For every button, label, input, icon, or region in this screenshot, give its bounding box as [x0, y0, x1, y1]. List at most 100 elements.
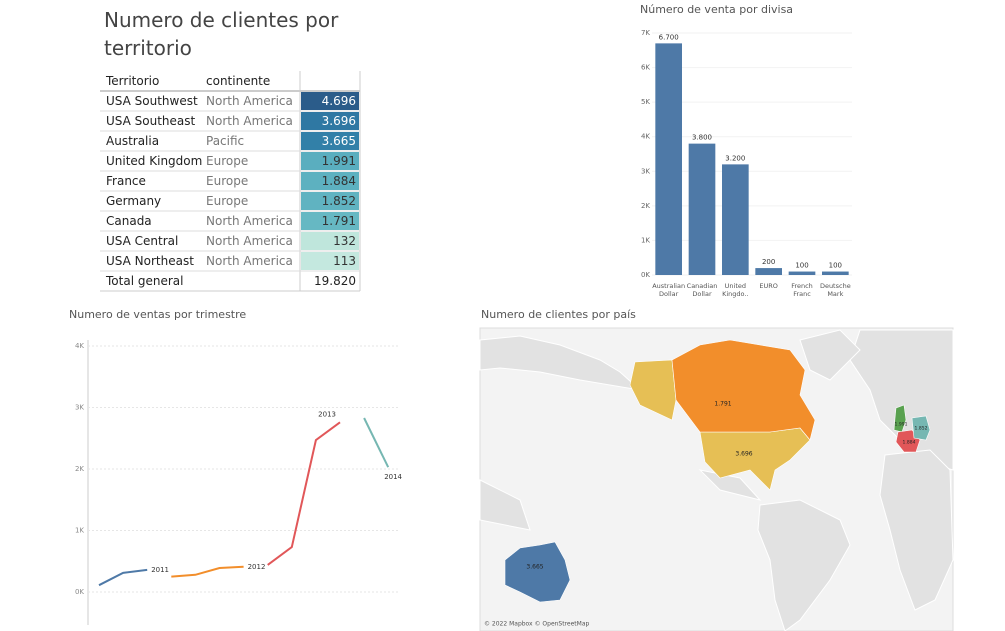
chart-title: Numero de ventas por trimestre [69, 308, 247, 321]
value-text: 1.791 [321, 214, 356, 228]
y-tick-label: 5K [641, 98, 650, 106]
value-text: 3.696 [321, 114, 356, 128]
value-text: 1.991 [321, 154, 356, 168]
value-cell [301, 232, 359, 250]
y-tick-label: 4K [641, 133, 650, 141]
region-label: 3.696 [735, 451, 752, 458]
territory-cell: United Kingdom [106, 154, 203, 168]
region-label: 1.852 [915, 426, 928, 432]
region-label: 1.791 [714, 401, 731, 408]
value-cell [301, 132, 359, 150]
continent-cell: Europe [206, 194, 249, 208]
y-tick-label: 3K [75, 404, 84, 412]
map-attribution: © 2022 Mapbox © OpenStreetMap [484, 621, 590, 628]
value-label: 100 [795, 262, 808, 270]
value-label: 200 [762, 258, 775, 266]
land [799, 329, 861, 381]
bar [655, 43, 682, 275]
value-label: 3.200 [725, 154, 745, 162]
value-cell [301, 172, 359, 190]
line [363, 417, 390, 468]
continent-cell: North America [206, 214, 293, 228]
value-label: 3.800 [692, 134, 712, 142]
value-text: 113 [333, 254, 356, 268]
series-label: 2014 [384, 473, 402, 481]
y-tick-label: 1K [75, 527, 84, 535]
x-tick-label: United Kingdo.. [722, 282, 749, 298]
series-label: 2012 [248, 563, 266, 571]
value-cell [301, 152, 359, 170]
series-label: 2013 [318, 410, 336, 418]
line [171, 565, 244, 578]
y-tick-label: 1K [641, 236, 650, 244]
continent-cell: North America [206, 114, 293, 128]
value-text: 3.665 [321, 134, 356, 148]
x-tick-label: EURO [759, 282, 778, 290]
australia-shape [504, 541, 571, 603]
region-label: 1.884 [903, 440, 916, 446]
x-tick-label: Australian Dollar [652, 282, 686, 298]
bar [722, 164, 749, 275]
continent-cell: Europe [206, 174, 249, 188]
territory-cell: USA Southwest [106, 94, 198, 108]
y-tick-label: 0K [75, 588, 84, 596]
line [267, 421, 341, 566]
value-text: 132 [333, 234, 356, 248]
y-tick-label: 7K [641, 29, 650, 37]
land [879, 449, 954, 611]
germany-shape [911, 415, 931, 441]
land [698, 469, 762, 501]
land [757, 499, 851, 631]
x-tick-label: French Franc [791, 282, 813, 298]
region-label: 3.665 [526, 564, 543, 571]
territory-cell: Germany [106, 194, 162, 208]
territory-cell: France [106, 174, 146, 188]
total-value: 19.820 [314, 274, 356, 288]
bar [788, 271, 816, 275]
column-header: continente [206, 74, 271, 88]
value-cell [301, 112, 359, 130]
value-text: 1.852 [321, 194, 356, 208]
bar [688, 143, 716, 275]
bar [755, 268, 782, 275]
y-tick-label: 3K [641, 167, 650, 175]
land [479, 479, 531, 531]
map-title: Numero de clientes por país [481, 308, 636, 321]
y-tick-label: 0K [641, 271, 650, 279]
territory-cell: Canada [106, 214, 152, 228]
series-label: 2011 [151, 566, 169, 574]
continent-cell: North America [206, 94, 293, 108]
column-header: Territorio [106, 74, 160, 88]
value-label: 6.700 [659, 33, 679, 41]
bar [822, 271, 849, 275]
value-cell [301, 192, 359, 210]
line [98, 568, 148, 587]
y-tick-label: 2K [75, 465, 84, 473]
value-label: 100 [829, 262, 842, 270]
territory-cell: Australia [106, 134, 160, 148]
y-tick-label: 2K [641, 202, 650, 210]
y-tick-label: 4K [75, 342, 84, 350]
value-text: 4.696 [321, 94, 356, 108]
continent-cell: Pacific [206, 134, 245, 148]
territory-cell: USA Southeast [106, 114, 196, 128]
continent-cell: North America [206, 234, 293, 248]
value-text: 1.884 [321, 174, 356, 188]
continent-cell: North America [206, 254, 293, 268]
map [479, 327, 954, 631]
table-title: Numero de clientes por territorio [104, 8, 339, 60]
territory-cell: USA Central [106, 234, 179, 248]
x-tick-label: Canadian Dollar [686, 282, 718, 298]
value-cell [301, 212, 359, 230]
value-cell [301, 252, 359, 270]
territory-cell: USA Northeast [106, 254, 194, 268]
y-tick-label: 6K [641, 64, 650, 72]
total-label: Total general [106, 274, 184, 288]
canada-shape [671, 339, 816, 441]
continent-cell: Europe [206, 154, 249, 168]
value-cell [301, 92, 359, 110]
region-label: 1.991 [895, 422, 908, 428]
chart-title: Número de venta por divisa [640, 3, 794, 16]
